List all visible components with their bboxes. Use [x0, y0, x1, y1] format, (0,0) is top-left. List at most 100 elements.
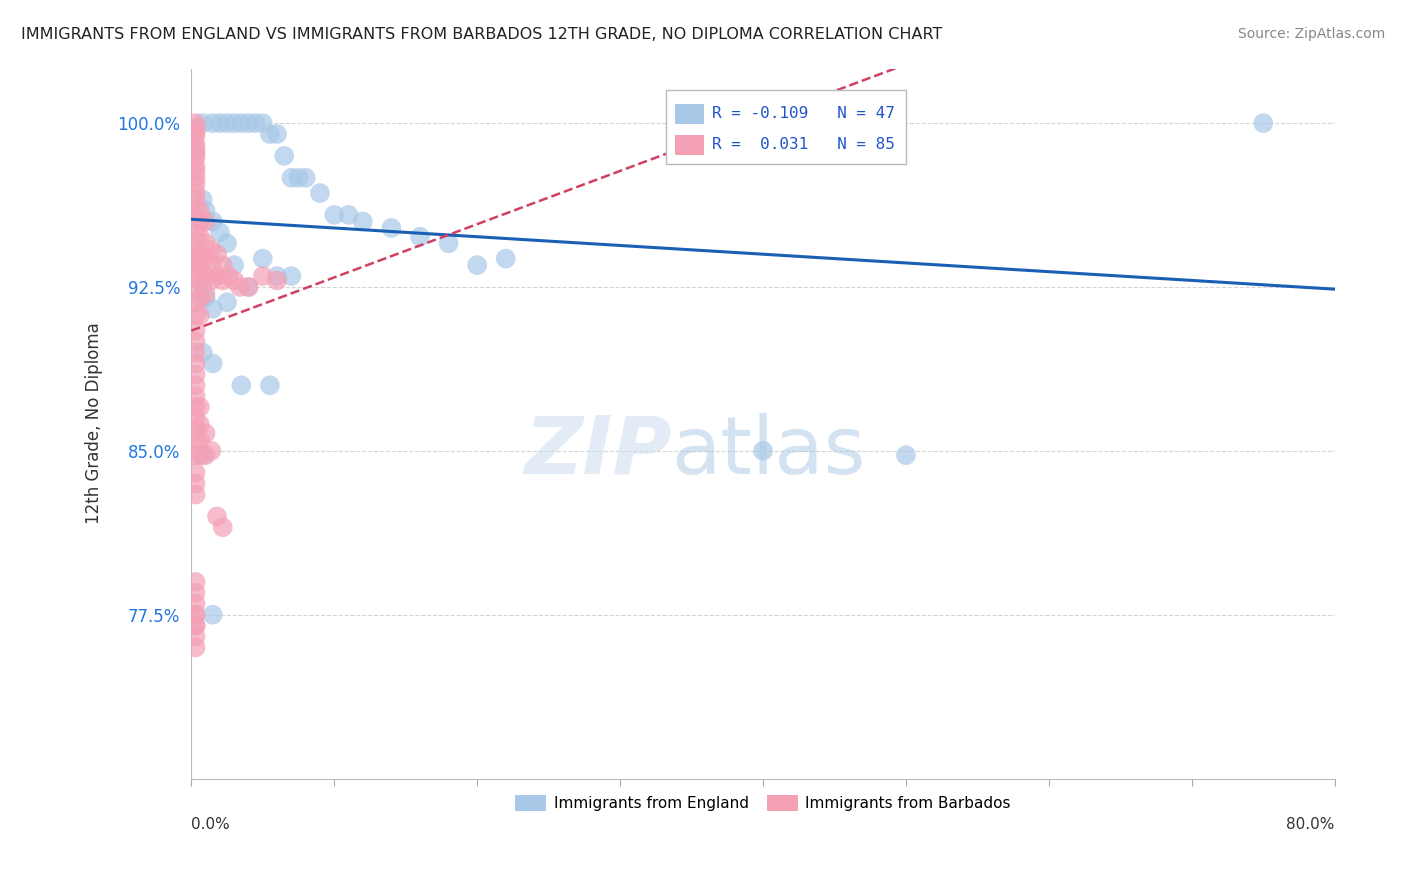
- Point: [184, 280, 207, 294]
- Point: [191, 280, 214, 294]
- Point: [184, 466, 207, 480]
- Point: [184, 389, 207, 403]
- Point: [184, 193, 207, 207]
- Point: [184, 607, 207, 622]
- Point: [205, 247, 228, 261]
- Point: [194, 448, 217, 462]
- Point: [184, 411, 207, 425]
- Point: [188, 309, 211, 323]
- Point: [184, 574, 207, 589]
- Point: [184, 164, 207, 178]
- Point: [231, 378, 253, 392]
- FancyBboxPatch shape: [675, 104, 703, 124]
- Point: [194, 214, 217, 228]
- Point: [191, 193, 214, 207]
- Point: [208, 225, 231, 239]
- Point: [208, 116, 231, 130]
- Text: Source: ZipAtlas.com: Source: ZipAtlas.com: [1237, 27, 1385, 41]
- Point: [245, 116, 267, 130]
- Point: [224, 258, 246, 272]
- FancyBboxPatch shape: [675, 136, 703, 155]
- Point: [201, 214, 224, 228]
- Point: [309, 186, 332, 200]
- Text: R =  0.031   N = 85: R = 0.031 N = 85: [711, 137, 894, 152]
- Point: [201, 356, 224, 370]
- Point: [184, 345, 207, 359]
- Point: [184, 151, 207, 165]
- Point: [184, 309, 207, 323]
- Point: [200, 273, 222, 287]
- Point: [252, 116, 274, 130]
- Point: [217, 268, 239, 283]
- Legend: Immigrants from England, Immigrants from Barbados: Immigrants from England, Immigrants from…: [509, 789, 1017, 817]
- Point: [188, 433, 211, 447]
- Point: [188, 258, 211, 272]
- Point: [323, 208, 346, 222]
- Text: 80.0%: 80.0%: [1286, 817, 1334, 832]
- Point: [188, 448, 211, 462]
- Point: [184, 378, 207, 392]
- Point: [184, 116, 207, 130]
- Point: [194, 203, 217, 218]
- Point: [273, 149, 295, 163]
- Text: IMMIGRANTS FROM ENGLAND VS IMMIGRANTS FROM BARBADOS 12TH GRADE, NO DIPLOMA CORRE: IMMIGRANTS FROM ENGLAND VS IMMIGRANTS FR…: [21, 27, 942, 42]
- Point: [191, 345, 214, 359]
- Point: [188, 417, 211, 432]
- Point: [188, 273, 211, 287]
- Point: [201, 301, 224, 316]
- Point: [194, 286, 217, 301]
- Point: [194, 236, 217, 251]
- Point: [184, 160, 207, 174]
- Point: [194, 252, 217, 266]
- Point: [188, 291, 211, 305]
- Point: [266, 273, 288, 287]
- Point: [287, 170, 309, 185]
- Point: [184, 597, 207, 611]
- Point: [194, 291, 217, 305]
- Point: [215, 116, 238, 130]
- Point: [894, 448, 917, 462]
- Text: 0.0%: 0.0%: [191, 817, 231, 832]
- Point: [280, 170, 302, 185]
- Point: [238, 280, 260, 294]
- Point: [280, 268, 302, 283]
- Point: [184, 243, 207, 257]
- Point: [184, 252, 207, 266]
- Point: [184, 640, 207, 655]
- Point: [184, 186, 207, 200]
- Point: [205, 509, 228, 524]
- Point: [184, 138, 207, 153]
- Text: ZIP: ZIP: [524, 413, 672, 491]
- Point: [211, 273, 233, 287]
- Point: [409, 229, 432, 244]
- Point: [188, 203, 211, 218]
- Point: [238, 116, 260, 130]
- Point: [465, 258, 488, 272]
- Point: [224, 116, 246, 130]
- Point: [184, 212, 207, 227]
- Point: [194, 268, 217, 283]
- Point: [200, 443, 222, 458]
- Point: [437, 236, 460, 251]
- Point: [184, 400, 207, 414]
- Point: [224, 273, 246, 287]
- Point: [184, 618, 207, 632]
- Point: [184, 234, 207, 248]
- Point: [184, 142, 207, 156]
- Point: [1253, 116, 1275, 130]
- Point: [184, 607, 207, 622]
- Point: [238, 280, 260, 294]
- Point: [229, 280, 252, 294]
- Point: [184, 120, 207, 135]
- Text: atlas: atlas: [672, 413, 866, 491]
- Point: [752, 443, 775, 458]
- Point: [252, 268, 274, 283]
- Point: [184, 630, 207, 644]
- Point: [188, 214, 211, 228]
- Point: [201, 116, 224, 130]
- Point: [184, 476, 207, 491]
- Point: [495, 252, 517, 266]
- FancyBboxPatch shape: [666, 90, 905, 164]
- Point: [184, 586, 207, 600]
- Point: [259, 378, 281, 392]
